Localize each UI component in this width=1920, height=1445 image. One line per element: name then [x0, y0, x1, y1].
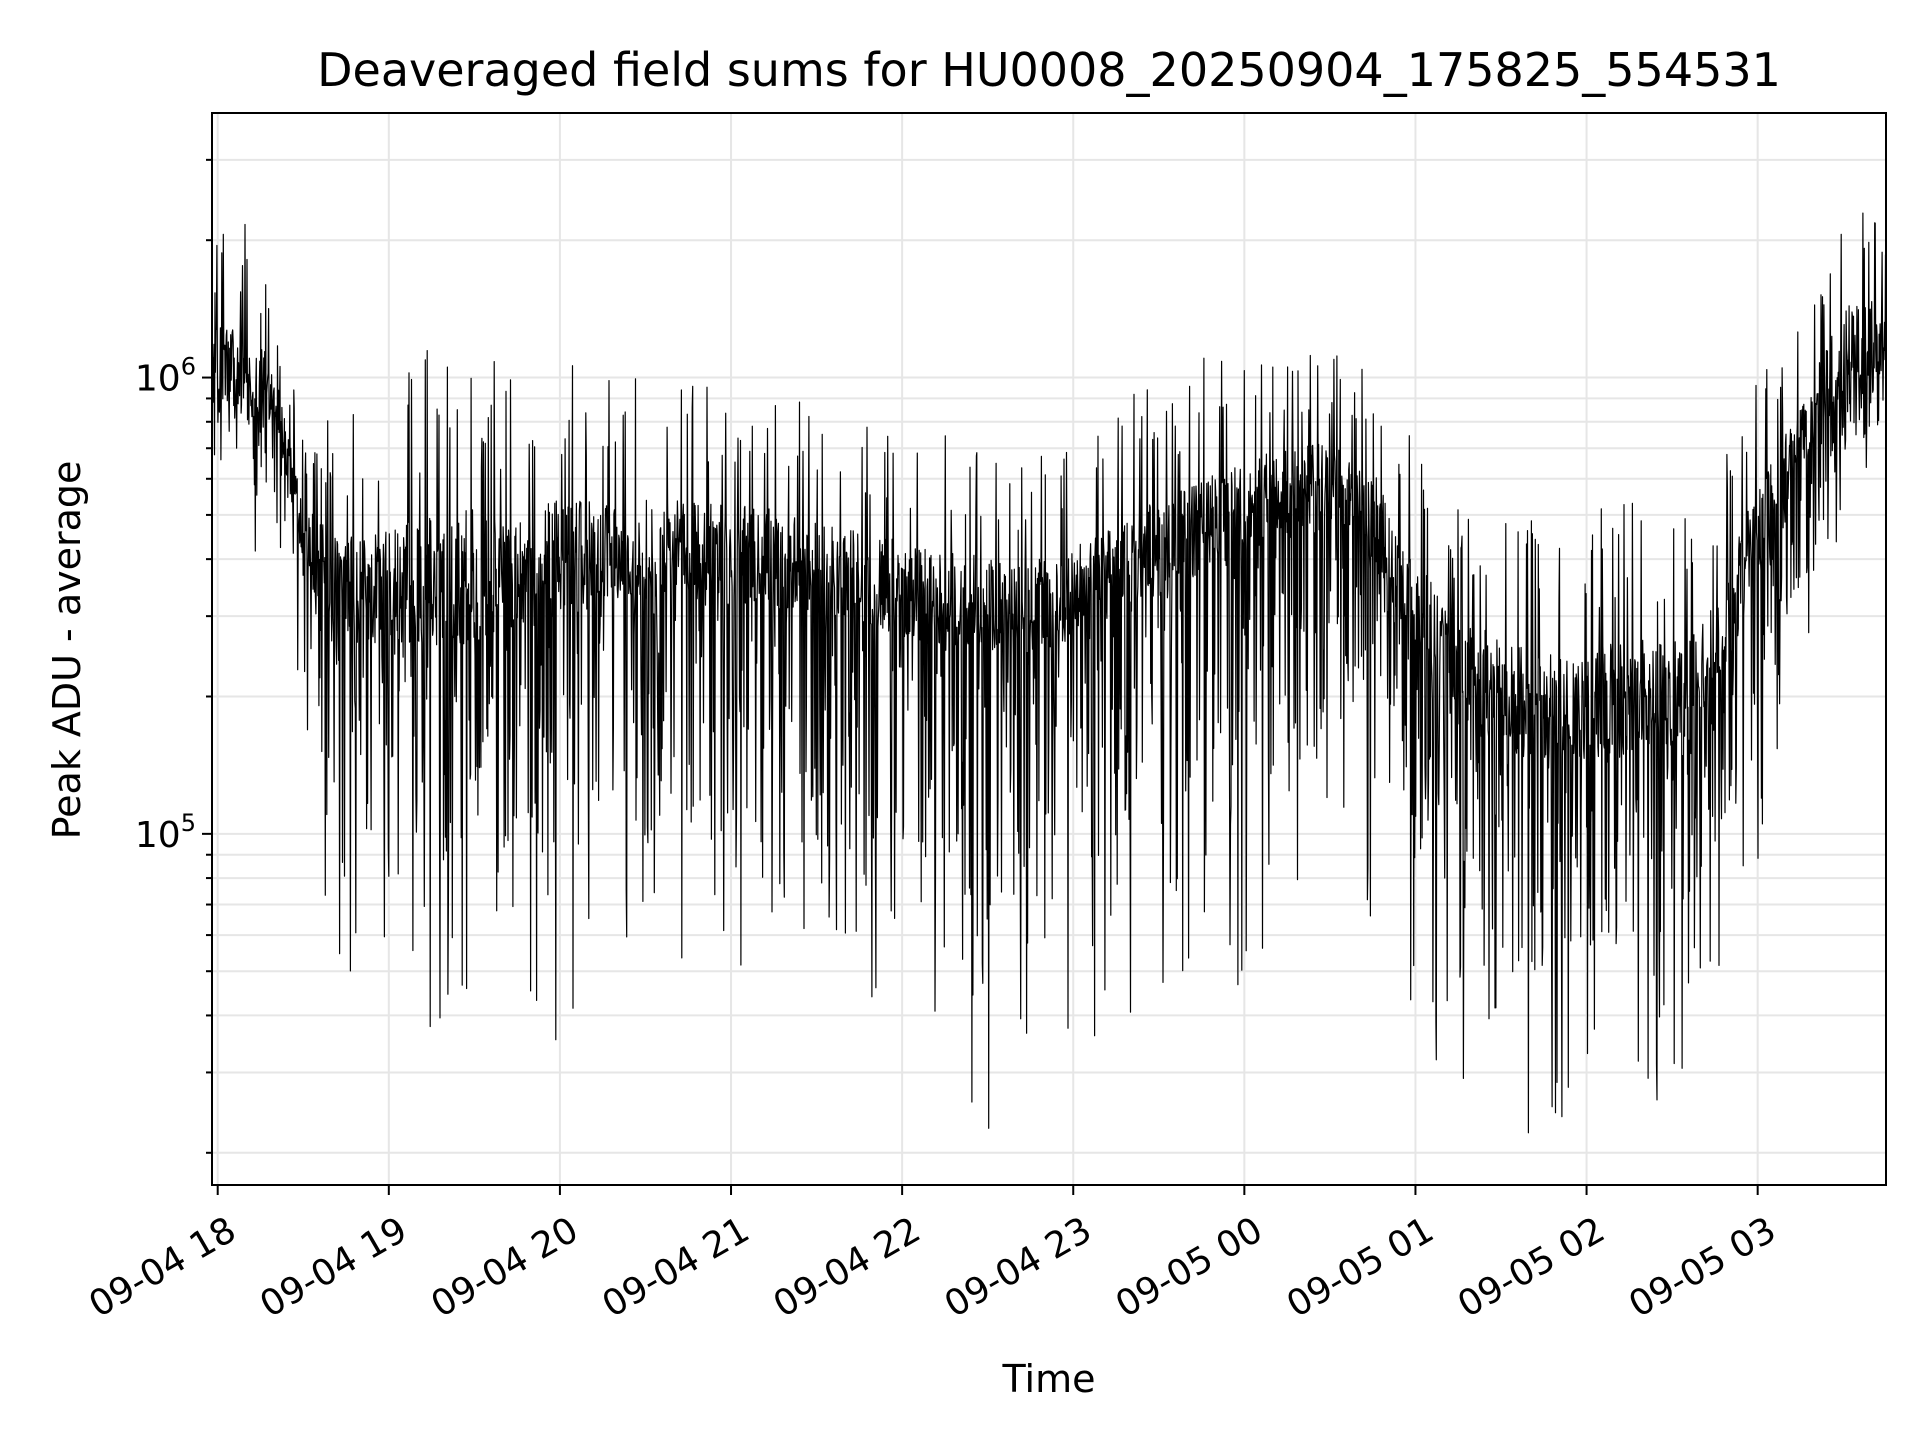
chart-title: Deaveraged field sums for HU0008_2025090…: [317, 43, 1781, 97]
y-axis: 105 106: [135, 158, 212, 1154]
y-tick-label: 105: [135, 809, 196, 856]
series-line: [211, 212, 1887, 1134]
series-layer: [211, 212, 1887, 1134]
x-axis-label: Time: [1002, 1357, 1096, 1401]
y-tick-label: 106: [135, 353, 196, 400]
y-axis-label: Peak ADU - average: [45, 461, 89, 840]
plot-frame: [211, 112, 1887, 1186]
